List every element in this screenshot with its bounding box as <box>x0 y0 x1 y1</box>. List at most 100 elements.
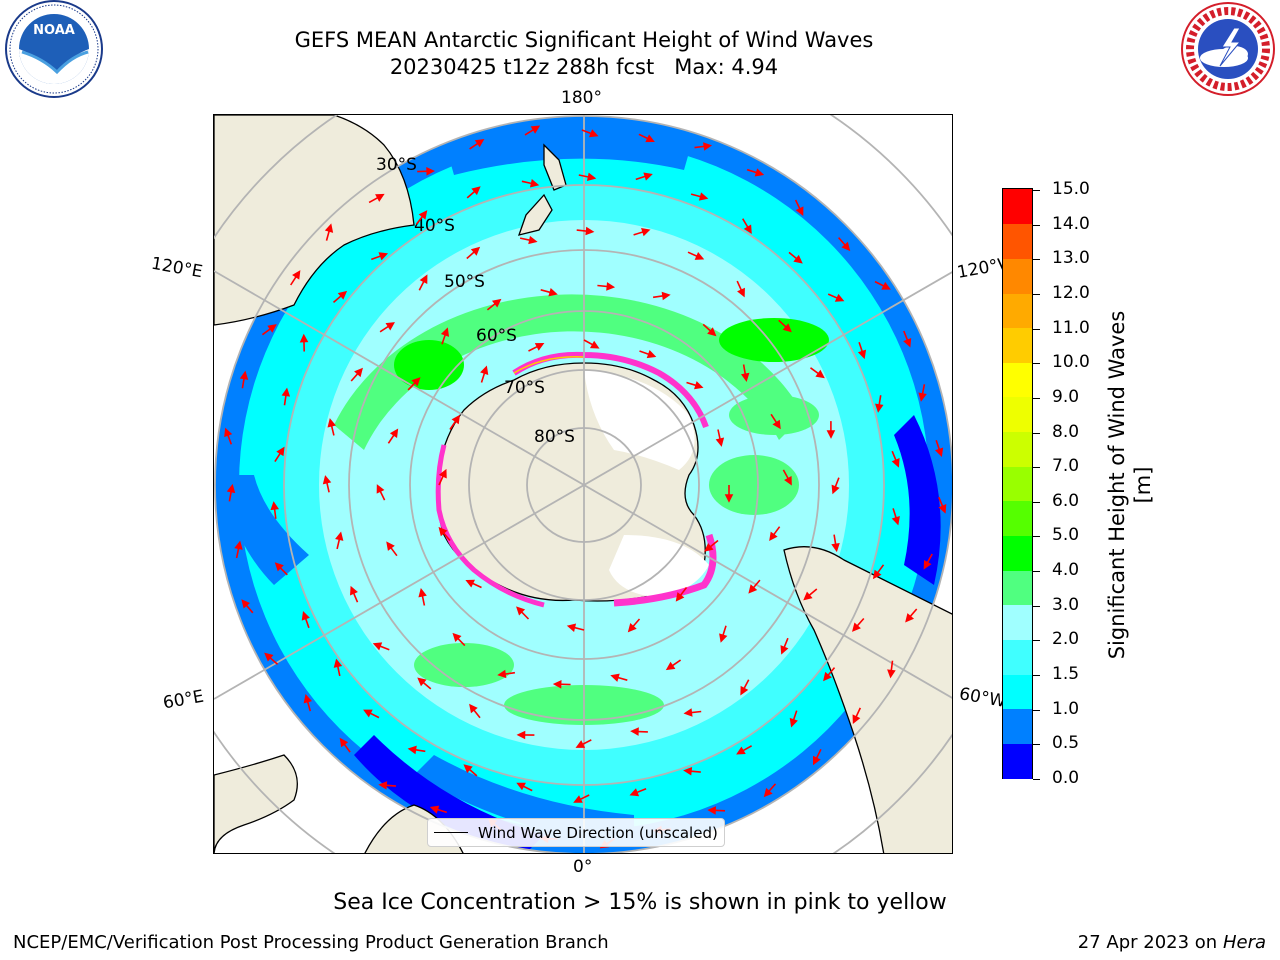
colorbar-tick-label: 15.0 <box>1052 179 1090 199</box>
wave-direction-arrowhead <box>324 223 334 233</box>
wave-direction-arrowhead <box>389 428 399 438</box>
wave-direction-arrowhead <box>769 531 778 542</box>
wave-direction-arrowhead <box>707 806 717 815</box>
colorbar-segment <box>1003 466 1032 502</box>
wave-direction-arrowhead <box>795 206 804 217</box>
wave-direction-arrowhead <box>826 430 836 439</box>
wave-direction-arrowhead <box>891 515 900 526</box>
wave-direction-arrowhead <box>780 645 789 655</box>
wave-direction-arrowhead <box>292 270 301 280</box>
wave-direction-arrowhead <box>627 623 637 633</box>
wave-direction-arrowhead <box>516 782 526 791</box>
wave-direction-arrowhead <box>823 671 832 682</box>
wave-direction-arrowhead <box>782 323 792 333</box>
wave-direction-arrowhead <box>274 562 284 572</box>
wave-direction-arrowhead <box>935 447 944 457</box>
lat-label-50s: 50°S <box>444 272 485 292</box>
colorbar-tick-label: 8.0 <box>1052 421 1080 442</box>
wave-direction-arrowhead <box>852 622 861 632</box>
legend-line-swatch <box>434 831 468 834</box>
wave-direction-arrowhead <box>573 795 583 803</box>
wave-direction-arrowhead <box>372 642 383 651</box>
ice-shelf-weddell <box>609 535 709 597</box>
colorbar-segment <box>1003 500 1032 537</box>
wave-direction-arrowhead <box>354 367 363 378</box>
colorbar-tick <box>1033 640 1040 642</box>
wave-direction-arrowhead <box>516 606 526 616</box>
sea-ice-note: Sea Ice Concentration > 15% is shown in … <box>333 890 947 915</box>
colorbar-tick-label: 1.5 <box>1052 664 1080 685</box>
wave-direction-arrowhead <box>418 210 428 220</box>
wave-direction-arrowhead <box>239 370 249 380</box>
wave-direction-arrowhead <box>226 483 236 494</box>
wave-direction-arrowhead <box>834 293 845 302</box>
wave-direction-arrowhead <box>276 446 285 457</box>
wave-direction-arrowhead <box>429 805 440 814</box>
wave-direction-arrowhead <box>418 588 427 598</box>
colorbar-tick <box>1033 779 1040 780</box>
wave-direction-arrowhead <box>772 419 781 430</box>
wave-direction-arrowhead <box>763 787 773 798</box>
colorbar-tick <box>1033 571 1040 573</box>
wave-direction-arrowhead <box>241 599 251 609</box>
wave-direction-arrowhead <box>737 287 745 298</box>
wave-direction-arrowhead <box>376 484 385 494</box>
wave-direction-arrowhead <box>683 708 693 717</box>
colorbar-tick <box>1033 536 1040 538</box>
wave-direction-arrowhead <box>264 652 274 662</box>
colorbar-tick <box>1033 467 1040 469</box>
lat-label-40s: 40°S <box>414 216 455 236</box>
wave-direction-arrowhead <box>683 766 693 776</box>
wave-direction-arrowhead <box>234 540 243 550</box>
footer-date-text: 27 Apr 2023 on <box>1077 932 1223 953</box>
wave-direction-arrowhead <box>363 709 373 718</box>
wave-direction-arrowhead <box>748 584 758 594</box>
noaa-logo: NOAA <box>5 0 103 98</box>
wave-direction-arrowhead <box>719 633 728 643</box>
wave-direction-arrowhead <box>589 340 600 349</box>
wave-direction-arrowhead <box>588 129 599 138</box>
wave-direction-arrowhead <box>322 475 332 485</box>
wave-direction-arrowhead <box>815 369 825 379</box>
colorbar-tick-label: 13.0 <box>1052 248 1090 269</box>
wave-direction-arrowhead <box>491 298 502 308</box>
wind-wave-arrows <box>224 125 947 849</box>
wave-direction-arrowhead <box>281 387 291 397</box>
colorbar-tick-label: 4.0 <box>1052 560 1080 581</box>
lon-label-180: 180° <box>561 88 602 108</box>
lon-label-60w: 60°W <box>957 684 1008 712</box>
wave-direction-arrowhead <box>552 680 562 689</box>
colorbar-tick-label: 11.0 <box>1052 317 1090 338</box>
wave-direction-arrowhead <box>606 282 616 291</box>
wave-direction-arrowhead <box>857 349 867 360</box>
figure-subtitle: 20230425 t12z 288h fcst Max: 4.94 <box>389 55 779 79</box>
colorbar-tick <box>1033 744 1040 746</box>
wave-direction-arrowhead <box>841 241 851 252</box>
graticule <box>214 115 952 853</box>
wave-direction-arrowhead <box>474 138 485 148</box>
wave-direction-arrowhead <box>407 745 417 755</box>
colorbar-tick-label: 1.0 <box>1052 698 1080 719</box>
wave-direction-arrowhead <box>426 167 435 176</box>
colorbar-title: Significant Height of Wind Waves [m] <box>1105 310 1155 660</box>
colorbar-tick <box>1033 259 1040 261</box>
colorbar-segment <box>1003 396 1032 433</box>
wave-direction-arrowhead <box>463 764 473 774</box>
wave-direction-arrowhead <box>905 613 915 623</box>
wave-direction-arrowhead <box>438 526 448 537</box>
wave-direction-arrowhead <box>784 475 792 486</box>
wave-direction-arrowhead <box>411 377 421 387</box>
wave-direction-arrowhead <box>497 669 507 679</box>
wave-direction-arrowhead <box>881 281 891 290</box>
wave-direction-arrowhead <box>375 193 385 202</box>
wave-direction-arrowhead <box>417 677 427 687</box>
wave-direction-arrowhead <box>789 717 798 728</box>
footer-system: Hera <box>1222 932 1266 953</box>
wave-direction-arrowhead <box>923 559 932 570</box>
wave-direction-arrowhead <box>378 252 389 261</box>
wave-direction-arrowhead <box>698 192 709 201</box>
svg-text:NOAA: NOAA <box>33 23 75 38</box>
colorbar-tick <box>1033 675 1040 677</box>
colorbar-segment <box>1003 189 1032 225</box>
sea-ice-fringe <box>435 351 717 608</box>
